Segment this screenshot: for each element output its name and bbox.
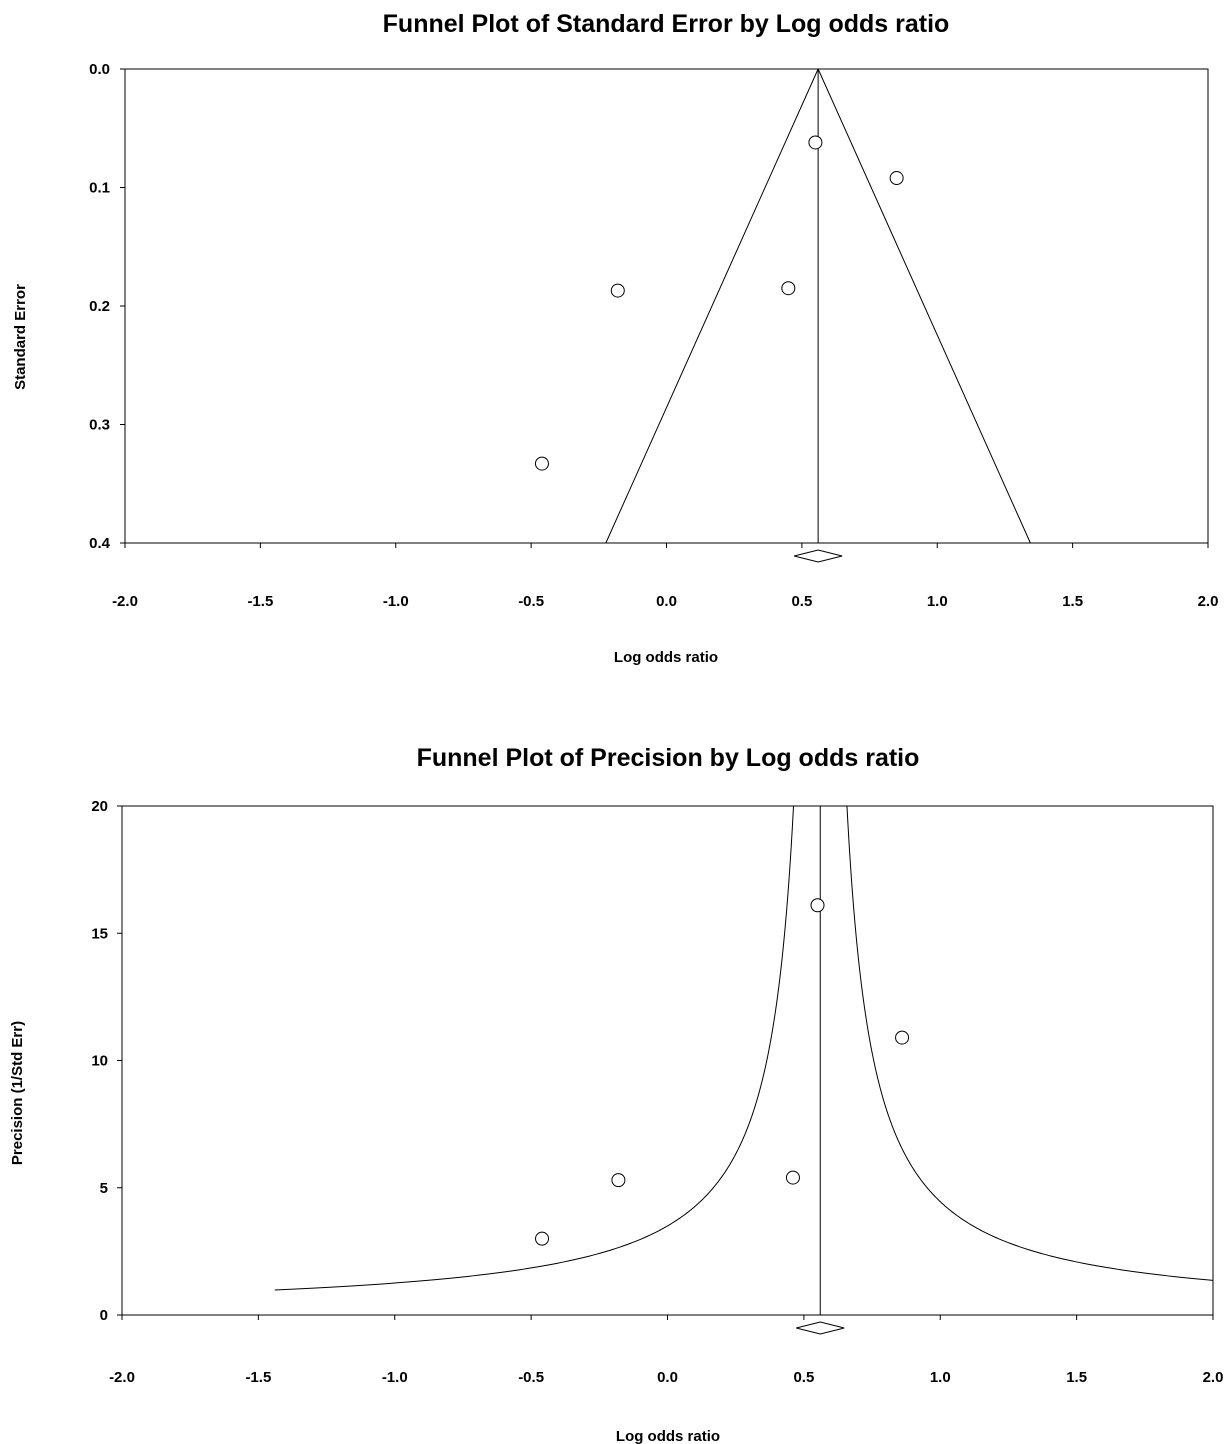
y-tick-label: 5 — [100, 1180, 108, 1197]
y-tick-label: 20 — [91, 798, 108, 815]
funnel-lines — [605, 68, 1031, 563]
y-tick-label: 0.0 — [89, 61, 110, 78]
y-tick-label: 0.1 — [89, 180, 110, 197]
study-point — [810, 898, 825, 913]
y-tick-label: 10 — [91, 1053, 108, 1070]
y-axis-ticks: 0 5 10 15 20 — [91, 798, 122, 1324]
y-tick-label: 0.4 — [89, 535, 111, 552]
x-tick-label: -1.0 — [383, 593, 409, 610]
y-axis-label: Standard Error — [12, 284, 29, 390]
study-point — [534, 456, 549, 471]
x-tick-label: 1.0 — [927, 593, 948, 610]
study-point — [889, 171, 904, 186]
funnel-right-curve — [846, 806, 1213, 1281]
x-tick-label: 1.5 — [1062, 593, 1083, 610]
x-axis-ticks: -2.0 -1.5 -1.0 -0.5 0.0 0.5 1.0 1.5 2.0 — [109, 1315, 1223, 1386]
chart-title: Funnel Plot of Precision by Log odds rat… — [417, 744, 920, 772]
x-tick-label: 1.5 — [1066, 1369, 1087, 1386]
study-point — [535, 1231, 550, 1246]
data-points — [535, 898, 910, 1246]
funnel-left-curve — [274, 806, 795, 1291]
data-points — [534, 135, 904, 471]
x-tick-label: 0.0 — [656, 593, 677, 610]
funnel-right-limit — [817, 68, 1031, 544]
x-tick-label: 0.0 — [657, 1369, 678, 1386]
x-tick-label: 2.0 — [1198, 593, 1219, 610]
plot-frame — [124, 68, 1209, 544]
x-tick-label: -1.5 — [245, 1369, 271, 1386]
x-tick-label: 0.5 — [793, 1369, 814, 1386]
y-axis-ticks: 0.0 0.1 0.2 0.3 0.4 — [89, 61, 125, 552]
x-tick-label: -2.0 — [112, 593, 138, 610]
x-tick-label: -0.5 — [518, 593, 544, 610]
chart-precision: Funnel Plot of Precision by Log odds rat… — [9, 744, 1223, 1444]
y-axis-label: Precision (1/Std Err) — [9, 1021, 26, 1165]
plot-frame — [121, 805, 1214, 1316]
study-point — [895, 1030, 910, 1045]
y-tick-label: 0 — [100, 1307, 108, 1324]
x-tick-label: 0.5 — [791, 593, 812, 610]
summary-diamond — [796, 1321, 845, 1335]
x-axis-label: Log odds ratio — [616, 1428, 720, 1444]
y-tick-label: 15 — [91, 925, 108, 942]
study-point — [781, 281, 796, 296]
summary-diamond — [793, 549, 843, 563]
x-tick-label: -1.5 — [247, 593, 273, 610]
x-tick-label: 2.0 — [1203, 1369, 1224, 1386]
x-tick-label: -2.0 — [109, 1369, 135, 1386]
chart-standard-error: Funnel Plot of Standard Error by Log odd… — [12, 10, 1218, 666]
x-tick-label: 1.0 — [930, 1369, 951, 1386]
y-tick-label: 0.3 — [89, 417, 110, 434]
study-point — [611, 1173, 626, 1188]
funnel-left-limit — [605, 68, 819, 544]
x-axis-ticks: -2.0 -1.5 -1.0 -0.5 0.0 0.5 1.0 1.5 2.0 — [112, 543, 1218, 610]
study-point — [808, 135, 823, 150]
x-tick-label: -0.5 — [518, 1369, 544, 1386]
x-tick-label: -1.0 — [382, 1369, 408, 1386]
funnel-curves — [274, 806, 1213, 1335]
y-tick-label: 0.2 — [89, 298, 110, 315]
x-axis-label: Log odds ratio — [614, 649, 718, 666]
study-point — [610, 283, 625, 298]
chart-title: Funnel Plot of Standard Error by Log odd… — [383, 10, 950, 38]
study-point — [785, 1170, 800, 1185]
